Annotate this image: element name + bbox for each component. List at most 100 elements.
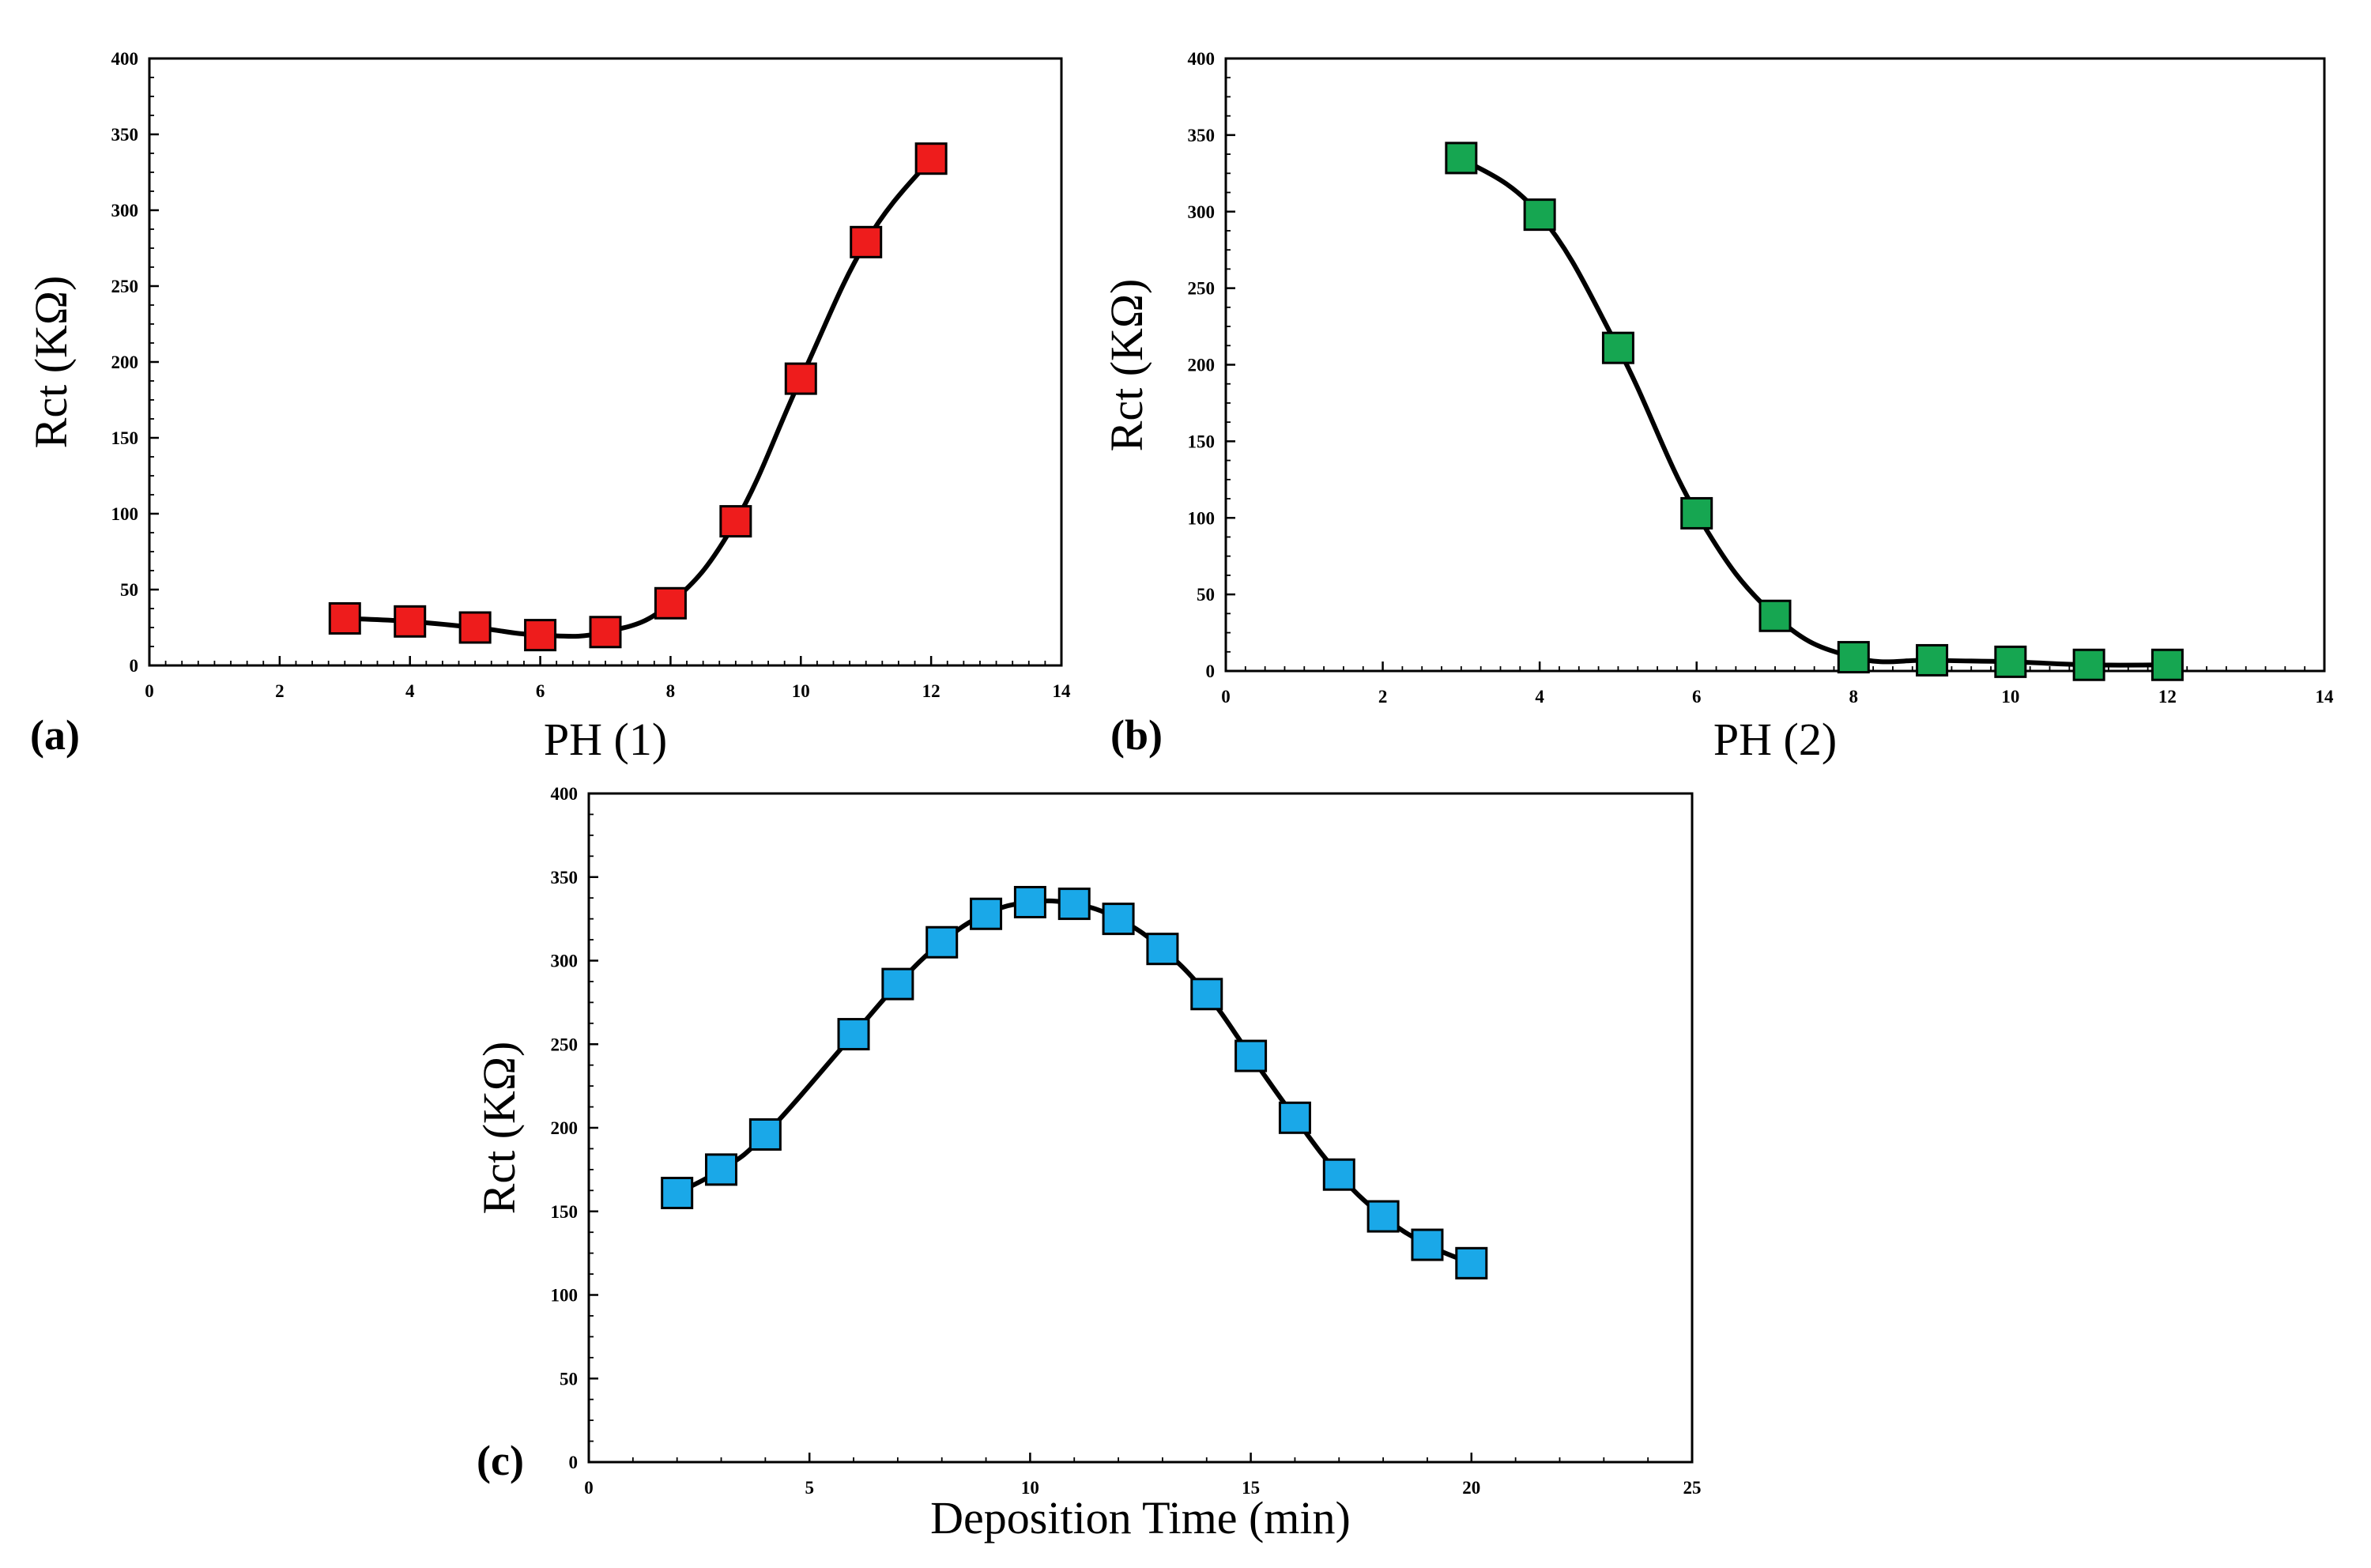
y-tick-label-a: 200	[111, 352, 139, 372]
data-point-c	[1190, 978, 1223, 1011]
data-point-b	[1758, 599, 1792, 632]
y-tick-label-c: 100	[551, 1286, 579, 1306]
x-tick-label-c: 25	[1683, 1478, 1702, 1498]
data-point-a	[328, 601, 361, 635]
x-tick-label-a: 6	[536, 681, 545, 701]
data-point-b	[1837, 641, 1870, 674]
data-point-a	[589, 616, 622, 649]
x-axis-title-a: PH (1)	[544, 714, 667, 765]
series-line-c	[674, 898, 1474, 1266]
x-tick-label-a: 0	[145, 681, 154, 701]
x-axis-title-b: PH (2)	[1713, 714, 1837, 765]
data-point-a	[784, 362, 817, 395]
x-tick-label-b: 14	[2316, 687, 2335, 707]
data-point-c	[1057, 888, 1091, 921]
data-point-a	[850, 225, 883, 258]
data-point-b	[2150, 648, 2184, 681]
y-axis-title-b: Rct (KΩ)	[1101, 279, 1152, 452]
x-tick-label-b: 4	[1535, 687, 1544, 707]
y-tick-label-a: 100	[111, 504, 139, 524]
x-tick-label-b: 2	[1378, 687, 1388, 707]
panel-label-b: (b)	[1110, 711, 1163, 759]
data-point-c	[1102, 903, 1135, 936]
series-line-b	[1458, 155, 2170, 668]
data-point-c	[837, 1018, 870, 1051]
y-tick-label-a: 150	[111, 428, 139, 448]
x-tick-label-a: 4	[405, 681, 415, 701]
y-tick-label-b: 300	[1188, 202, 1216, 222]
data-point-a	[914, 142, 948, 175]
data-point-c	[661, 1176, 694, 1209]
y-tick-label-c: 0	[569, 1453, 579, 1472]
y-tick-label-b: 0	[1206, 662, 1216, 681]
y-tick-label-b: 50	[1197, 585, 1215, 605]
data-point-c	[748, 1118, 782, 1151]
data-point-c	[1322, 1158, 1355, 1191]
x-tick-label-c: 0	[584, 1478, 594, 1498]
data-point-a	[719, 505, 752, 538]
y-axis-title-a: Rct (KΩ)	[25, 276, 77, 449]
y-tick-label-c: 250	[551, 1035, 579, 1054]
y-tick-label-b: 200	[1188, 356, 1216, 375]
x-tick-label-c: 15	[1242, 1478, 1260, 1498]
y-tick-label-c: 350	[551, 868, 579, 888]
panel-b: 0 2 4 6 8 10 12 14 0 50 100 150 200 250 300 350 400 PH (2…	[1101, 49, 2334, 765]
data-point-c	[1278, 1101, 1311, 1134]
y-tick-label-c: 50	[560, 1369, 578, 1389]
data-point-a	[458, 611, 492, 644]
y-tick-label-c: 200	[551, 1118, 579, 1138]
data-point-c	[925, 925, 959, 959]
x-tick-label-b: 12	[2158, 687, 2177, 707]
data-point-b	[1523, 198, 1556, 232]
data-point-c	[970, 897, 1003, 930]
x-tick-label-c: 20	[1462, 1478, 1480, 1498]
data-point-c	[881, 967, 914, 1001]
y-tick-label-a: 350	[111, 125, 139, 145]
panel-label-a: (a)	[30, 711, 80, 759]
data-point-b	[1445, 141, 1478, 175]
x-tick-label-b: 10	[2001, 687, 2019, 707]
data-point-b	[1601, 331, 1634, 364]
panel-label-c: (c)	[477, 1437, 524, 1484]
plot-frame-b	[1224, 57, 2326, 673]
data-point-a	[524, 619, 557, 652]
data-point-b	[1916, 643, 1949, 677]
data-point-c	[1013, 885, 1046, 918]
data-point-c	[1411, 1228, 1444, 1261]
data-point-c	[1146, 933, 1179, 966]
y-tick-label-a: 250	[111, 277, 139, 296]
y-tick-label-b: 350	[1188, 126, 1216, 145]
data-point-c	[1455, 1246, 1488, 1280]
x-tick-label-b: 0	[1221, 687, 1231, 707]
x-tick-label-a: 12	[922, 681, 940, 701]
x-tick-label-a: 8	[666, 681, 676, 701]
y-tick-label-a: 0	[130, 656, 139, 676]
y-tick-label-a: 300	[111, 201, 139, 220]
x-tick-label-b: 6	[1692, 687, 1702, 707]
y-axis-title-c: Rct (KΩ)	[473, 1042, 525, 1215]
x-tick-label-a: 10	[792, 681, 810, 701]
data-point-c	[1235, 1039, 1268, 1072]
data-point-b	[2072, 648, 2105, 681]
data-point-c	[1366, 1200, 1400, 1233]
y-tick-label-a: 50	[120, 580, 138, 600]
data-point-b	[1680, 496, 1713, 530]
panel-c: 0 5 10 15 20 25050100150200250300350400Deposi…	[473, 784, 1702, 1544]
y-tick-label-a: 400	[111, 49, 139, 69]
y-tick-label-b: 100	[1188, 508, 1216, 528]
data-point-b	[1994, 645, 2027, 678]
x-tick-label-b: 8	[1849, 687, 1859, 707]
x-tick-label-c: 5	[805, 1478, 814, 1498]
y-tick-label-b: 150	[1188, 432, 1216, 451]
x-axis-title-c: Deposition Time (min)	[930, 1492, 1351, 1544]
y-tick-label-c: 150	[551, 1202, 579, 1222]
y-tick-label-b: 250	[1188, 279, 1216, 299]
y-tick-label-b: 400	[1188, 49, 1216, 69]
data-point-c	[705, 1153, 738, 1186]
data-point-a	[654, 586, 687, 620]
data-point-a	[394, 605, 427, 638]
y-tick-label-c: 400	[551, 784, 579, 804]
x-tick-label-a: 14	[1053, 681, 1072, 701]
series-line-a	[342, 156, 934, 639]
